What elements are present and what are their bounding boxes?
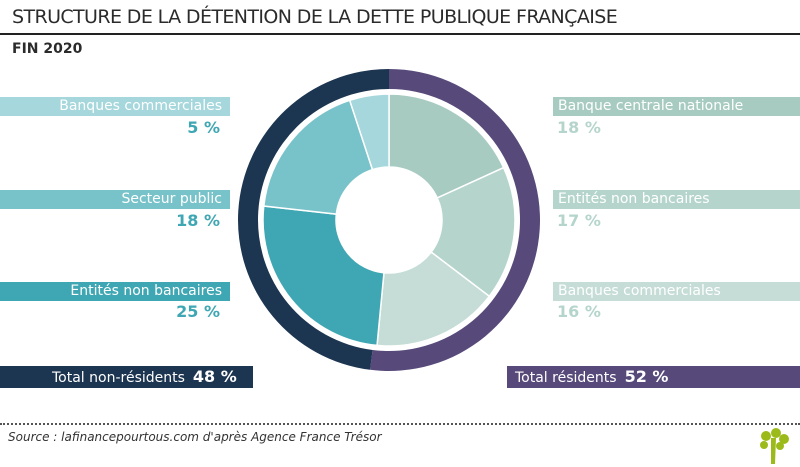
title-divider bbox=[0, 33, 800, 35]
inner-pie-slice-4 bbox=[262, 99, 374, 215]
inner-pie-slice-3 bbox=[262, 205, 385, 347]
pct-r-banque-centrale: 18 % bbox=[557, 118, 601, 137]
chart-title: STRUCTURE DE LA DÉTENTION DE LA DETTE PU… bbox=[12, 6, 618, 28]
label-bar-r-entites-non-bancaires: Entités non bancaires bbox=[553, 190, 800, 209]
pct-nr-entites-non-bancaires: 25 % bbox=[176, 302, 220, 321]
total-non-residents-label: Total non-résidents bbox=[52, 370, 185, 386]
inner-pie-slice-1 bbox=[430, 166, 516, 298]
total-residents-label: Total résidents bbox=[515, 370, 617, 386]
pct-r-banques-commerciales: 16 % bbox=[557, 302, 601, 321]
label-bar-r-banques-commerciales: Banques commerciales bbox=[553, 282, 800, 301]
tree-logo-icon bbox=[760, 428, 789, 464]
pct-r-entites-non-bancaires: 17 % bbox=[557, 211, 601, 230]
inner-pie-slice-5 bbox=[348, 93, 390, 171]
pct-nr-secteur-public: 18 % bbox=[176, 211, 220, 230]
inner-pie-slice-0 bbox=[388, 93, 505, 199]
outer-ring-segment-0 bbox=[370, 69, 540, 371]
footer-divider bbox=[0, 423, 800, 425]
label-bar-nr-entites-non-bancaires: Entités non bancaires bbox=[0, 282, 230, 301]
total-non-residents-pct: 48 % bbox=[192, 367, 237, 386]
label-bar-nr-banques-commerciales: Banques commerciales bbox=[0, 97, 230, 116]
total-residents-bar: Total résidents 52 % bbox=[507, 366, 800, 388]
chart-subtitle: FIN 2020 bbox=[12, 41, 83, 57]
outer-ring-segment-1 bbox=[237, 69, 389, 370]
total-residents-pct: 52 % bbox=[624, 367, 669, 386]
pct-nr-banques-commerciales: 5 % bbox=[187, 118, 220, 137]
inner-pie-slice-2 bbox=[376, 251, 491, 347]
source-note: Source : lafinancepourtous.com d'après A… bbox=[8, 430, 382, 444]
label-bar-r-banque-centrale: Banque centrale nationale bbox=[553, 97, 800, 116]
total-non-residents-bar: Total non-résidents 48 % bbox=[0, 366, 253, 388]
label-bar-nr-secteur-public: Secteur public bbox=[0, 190, 230, 209]
